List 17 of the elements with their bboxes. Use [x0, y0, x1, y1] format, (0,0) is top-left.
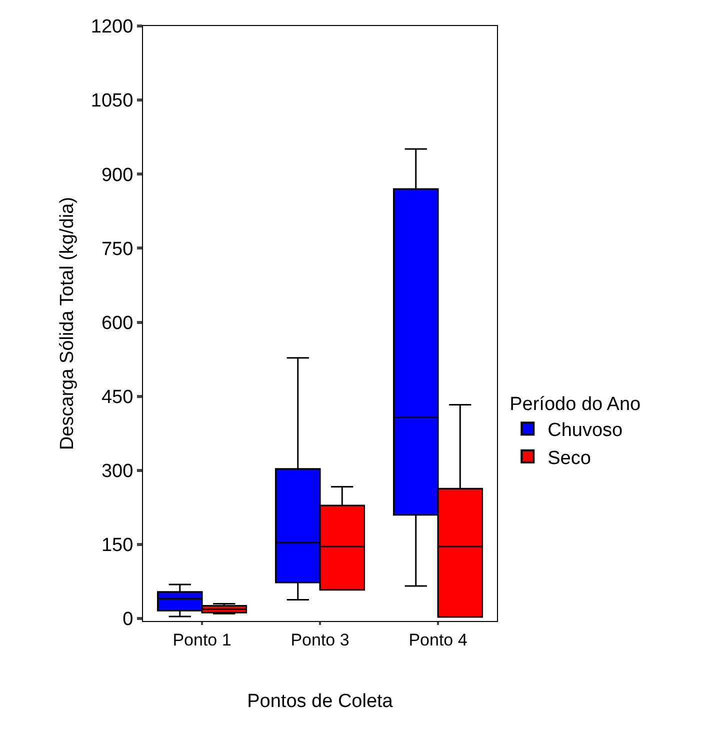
y-tick-label: 1050 [90, 90, 134, 112]
y-tick-label: 0 [122, 609, 134, 630]
legend-label: Chuvoso [548, 420, 623, 442]
y-tick-label: 600 [101, 312, 134, 334]
y-tick-label: 1200 [90, 16, 134, 38]
x-tick-label: Ponto 1 [172, 630, 232, 650]
y-tick-label: 750 [101, 238, 134, 260]
y-tick-label: 300 [101, 461, 134, 482]
x-tick-label: Ponto 4 [408, 630, 468, 650]
legend-title: Período do Ano [510, 394, 641, 415]
x-axis-title: Pontos de Coleta [247, 691, 394, 712]
legend-label: Seco [548, 448, 591, 469]
y-tick-label: 150 [101, 535, 134, 556]
x-tick-label: Ponto 3 [290, 630, 350, 650]
y-tick-label: 450 [101, 386, 134, 408]
y-tick-label: 900 [101, 164, 134, 186]
y-axis-title: Descarga Sólida Total (kg/dia) [56, 196, 78, 450]
